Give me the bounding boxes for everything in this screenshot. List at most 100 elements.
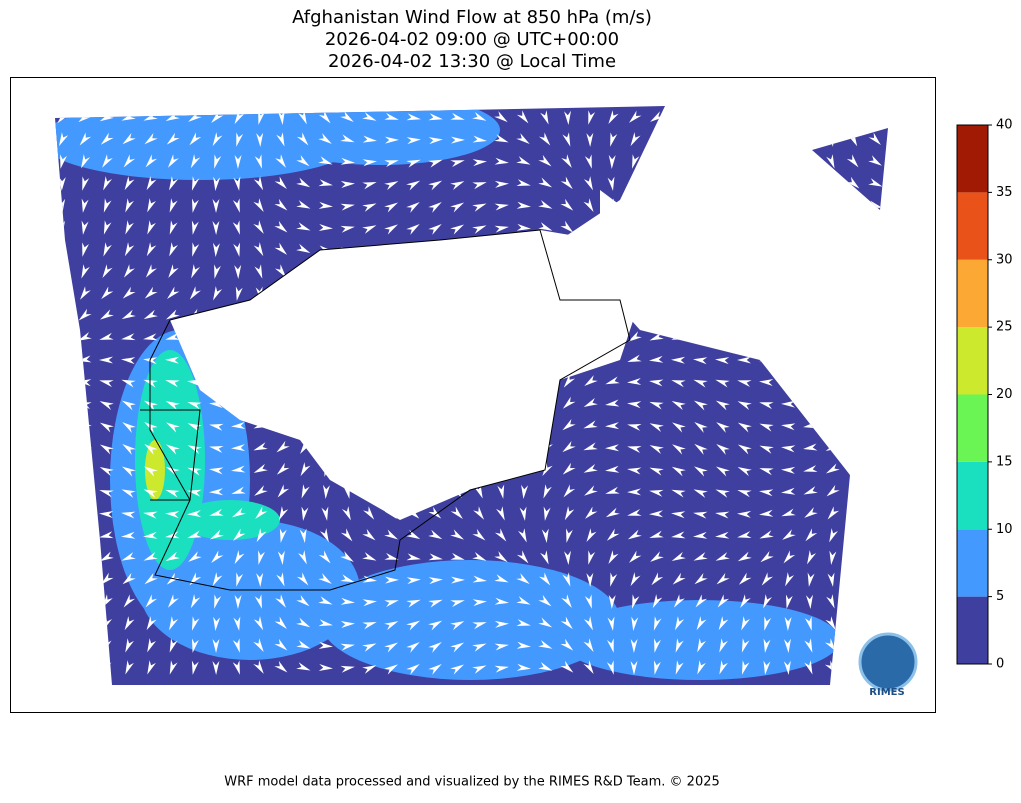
colorbar-tick-label: 15	[996, 454, 1013, 469]
wind-arrow	[610, 132, 618, 147]
wind-arrow	[212, 572, 223, 587]
wind-arrow	[121, 357, 136, 365]
wind-arrow	[253, 660, 264, 674]
wind-arrow	[428, 577, 443, 585]
wind-arrow	[209, 529, 224, 540]
wind-arrow	[564, 506, 575, 521]
wind-arrow	[169, 198, 178, 213]
wind-arrow	[253, 463, 268, 473]
wind-arrow	[563, 484, 576, 498]
wind-arrow	[538, 572, 551, 586]
wind-arrow	[144, 443, 158, 455]
wind-arrow	[516, 133, 530, 145]
wind-arrow	[538, 662, 553, 671]
wind-arrow	[362, 112, 377, 121]
wind-arrow	[516, 596, 531, 605]
wind-arrow	[187, 510, 202, 518]
wind-arrow	[340, 551, 354, 562]
wind-arrow	[122, 286, 136, 299]
wind-arrow	[211, 550, 224, 564]
colorbar-tick-label: 10	[996, 522, 1013, 537]
wind-arrow	[693, 379, 708, 388]
wind-arrow	[671, 511, 686, 519]
wind-arrow	[58, 132, 69, 147]
wind-arrow	[807, 550, 817, 565]
wind-arrow	[144, 572, 158, 585]
title-line: 2026-04-02 09:00 @ UTC+00:00	[325, 29, 619, 50]
wind-arrow	[122, 422, 136, 433]
wind-arrow	[825, 463, 840, 474]
wind-arrow	[209, 423, 224, 431]
wind-arrow	[428, 223, 442, 235]
wind-arrow	[256, 528, 267, 543]
wind-arrow	[538, 594, 552, 607]
wind-arrow	[538, 177, 553, 188]
wind-arrow	[124, 176, 135, 191]
wind-arrow	[99, 511, 114, 518]
logo: RIMES	[858, 632, 918, 698]
wind-arrow	[209, 467, 224, 475]
wind-arrow	[561, 154, 572, 168]
wind-arrow	[301, 484, 310, 499]
wind-arrow	[671, 356, 686, 364]
wind-arrow	[607, 176, 615, 191]
wind-arrow	[121, 511, 136, 519]
wind-arrow	[190, 154, 201, 169]
wind-arrow	[649, 510, 664, 518]
wind-arrow	[538, 640, 553, 649]
wind-arrow	[543, 506, 551, 521]
wind-arrow	[384, 136, 399, 144]
wind-arrow	[406, 599, 421, 608]
wind-arrow	[362, 159, 377, 167]
wind-arrow	[649, 379, 664, 387]
wind-arrow	[340, 203, 355, 211]
no-data-area	[600, 190, 780, 290]
wind-arrow	[384, 112, 399, 120]
wind-arrow	[759, 489, 774, 497]
wind-arrow	[213, 176, 221, 191]
wind-arrow	[781, 445, 796, 453]
wind-arrow	[803, 443, 818, 451]
wind-arrow	[406, 577, 421, 585]
wind-arrow	[340, 157, 355, 165]
wind-arrow	[277, 110, 285, 125]
wind-arrow	[518, 528, 527, 543]
wind-arrow	[497, 484, 505, 499]
wind-arrow	[474, 484, 483, 499]
wind-arrow	[583, 397, 598, 407]
wind-arrow	[472, 599, 487, 607]
wind-arrow	[234, 264, 242, 279]
wind-arrow	[384, 664, 399, 675]
wind-arrow	[715, 466, 730, 477]
wind-arrow	[296, 594, 310, 607]
wind-arrow	[278, 506, 289, 521]
wind-arrow	[296, 243, 311, 254]
wind-arrow	[145, 594, 158, 608]
wind-arrow	[763, 660, 771, 675]
wind-arrow	[276, 572, 285, 587]
wind-arrow	[296, 572, 309, 586]
wind-arrow	[236, 132, 244, 147]
wind-arrow	[693, 357, 708, 365]
wind-arrow	[759, 468, 774, 476]
wind-arrow	[231, 507, 246, 518]
wind-arrow	[583, 198, 594, 213]
wind-arrow	[631, 616, 639, 631]
wind-arrow	[472, 159, 487, 167]
wind-arrow	[384, 576, 399, 584]
wind-arrow	[715, 552, 730, 561]
wind-arrow	[586, 572, 594, 587]
wind-arrow	[101, 286, 114, 300]
wind-arrow	[231, 465, 246, 473]
wind-arrow	[825, 616, 836, 630]
wind-arrow	[188, 111, 202, 122]
wind-arrow	[143, 309, 158, 320]
wind-arrow	[406, 113, 421, 121]
wind-arrow	[715, 357, 730, 365]
wind-arrow	[125, 220, 134, 235]
wind-arrow	[540, 110, 549, 125]
wind-arrow	[214, 154, 222, 169]
wind-arrow	[584, 594, 592, 609]
wind-arrow	[450, 181, 465, 191]
wind-arrow	[211, 110, 224, 124]
